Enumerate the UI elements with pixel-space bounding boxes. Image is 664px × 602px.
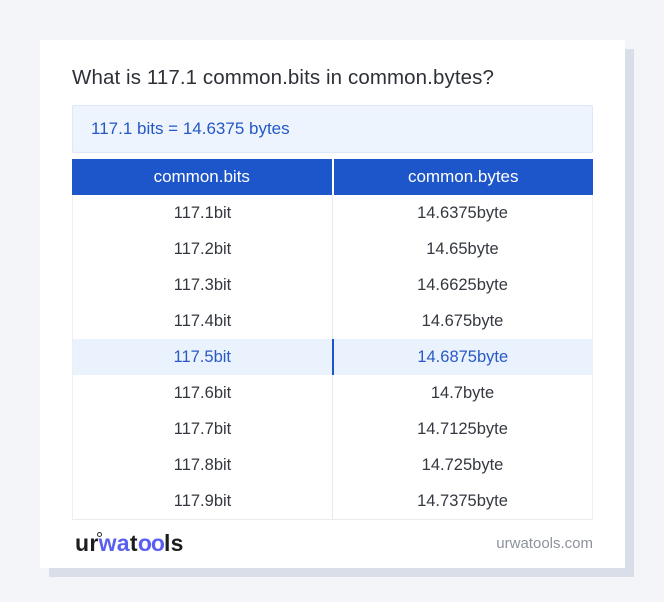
table-row[interactable]: 117.6bit 14.7byte (73, 375, 592, 411)
logo-text-oo: oo (137, 529, 165, 556)
table-row[interactable]: 117.4bit 14.675byte (73, 303, 592, 339)
bytes-cell[interactable]: 14.65byte (426, 239, 499, 258)
bytes-cell[interactable]: 14.675byte (421, 311, 504, 330)
converter-card: What is 117.1 common.bits in common.byte… (40, 40, 625, 568)
bits-cell[interactable]: 117.3bit (73, 267, 333, 303)
conversion-result-text: 117.1 bits = 14.6375 bytes (91, 119, 290, 138)
table-row[interactable]: 117.2bit 14.65byte (73, 231, 592, 267)
logo-text-t: t (129, 529, 138, 556)
table-header-bits: common.bits (72, 159, 334, 195)
urwatools-logo[interactable]: urwatools (72, 530, 184, 557)
bits-cell[interactable]: 117.9bit (73, 483, 333, 519)
table-body: 117.1bit 14.6375byte 117.2bit 14.65byte … (72, 195, 593, 520)
table-row[interactable]: 117.1bit 14.6375byte (73, 195, 592, 231)
bytes-cell[interactable]: 14.6375byte (417, 203, 508, 222)
bytes-cell[interactable]: 14.6875byte (417, 347, 509, 366)
site-url-text: urwatools.com (496, 534, 593, 552)
bits-cell[interactable]: 117.2bit (73, 231, 333, 267)
card-footer: urwatools urwatools.com (72, 520, 593, 564)
table-row[interactable]: 117.8bit 14.725byte (73, 447, 592, 483)
page-title: What is 117.1 common.bits in common.byte… (72, 66, 494, 89)
table-row[interactable]: 117.7bit 14.7125byte (73, 411, 592, 447)
table-row[interactable]: 117.3bit 14.6625byte (73, 267, 592, 303)
table-header-bytes: common.bytes (407, 167, 519, 186)
logo-text-ls: ls (163, 529, 184, 556)
bytes-cell[interactable]: 14.6625byte (417, 275, 508, 294)
bits-cell[interactable]: 117.4bit (73, 303, 333, 339)
table-row[interactable]: 117.9bit 14.7375byte (73, 483, 592, 519)
logo-text-wa: wa (98, 529, 130, 556)
logo-text-ur: ur (75, 529, 99, 556)
bytes-cell[interactable]: 14.725byte (421, 455, 504, 474)
table-header-row: common.bits common.bytes (72, 159, 593, 195)
conversion-result-box: 117.1 bits = 14.6375 bytes (72, 105, 593, 153)
bits-cell[interactable]: 117.5bit (73, 339, 334, 375)
logo-ring-icon (96, 531, 102, 537)
bytes-cell[interactable]: 14.7125byte (417, 419, 508, 438)
bits-cell[interactable]: 117.7bit (73, 411, 333, 447)
bits-cell[interactable]: 117.1bit (73, 195, 333, 231)
bytes-cell[interactable]: 14.7byte (430, 383, 495, 402)
conversion-table: common.bits common.bytes 117.1bit 14.637… (72, 159, 593, 520)
bits-cell[interactable]: 117.6bit (73, 375, 333, 411)
bytes-cell[interactable]: 14.7375byte (417, 491, 508, 510)
table-row[interactable]: 117.5bit 14.6875byte (73, 339, 592, 375)
bits-cell[interactable]: 117.8bit (73, 447, 333, 483)
